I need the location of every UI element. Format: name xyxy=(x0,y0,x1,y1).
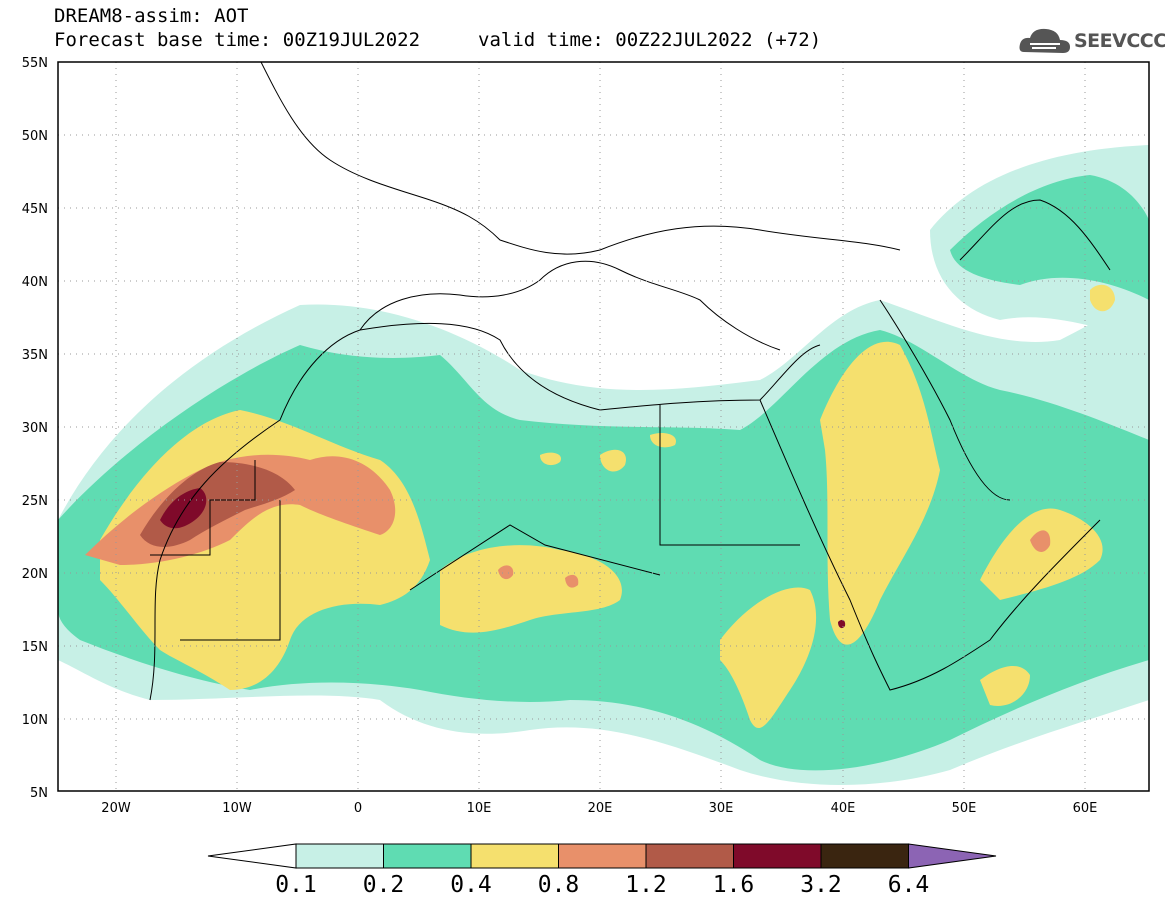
lat-tick-label: 35N xyxy=(22,348,48,363)
lat-tick-label: 50N xyxy=(22,129,48,144)
lat-tick-label: 55N xyxy=(22,56,48,71)
colorbar-label: 1.6 xyxy=(712,872,755,898)
lat-tick-label: 40N xyxy=(22,275,48,290)
colorbar-segment xyxy=(820,843,909,869)
lon-tick-label: 10W xyxy=(222,801,252,816)
lat-tick-label: 25N xyxy=(22,494,48,509)
colorbar-segment xyxy=(908,843,997,869)
lon-tick-label: 50E xyxy=(952,801,977,816)
colorbar-label: 3.2 xyxy=(800,872,842,898)
colorbar-label: 1.2 xyxy=(625,872,667,898)
colorbar-segment xyxy=(558,843,647,869)
lon-tick-label: 40E xyxy=(831,801,856,816)
lon-tick-label: 30E xyxy=(709,801,734,816)
colorbar-segment xyxy=(383,843,472,869)
lon-tick-label: 20E xyxy=(588,801,613,816)
colorbar-segment xyxy=(207,843,297,869)
lon-tick-label: 60E xyxy=(1073,801,1098,816)
lat-tick-label: 30N xyxy=(22,421,48,436)
colorbar-label: 0.4 xyxy=(450,872,492,898)
lat-tick-label: 15N xyxy=(22,640,48,655)
lat-tick-label: 5N xyxy=(30,786,48,801)
lon-tick-label: 0 xyxy=(354,801,362,816)
colorbar-segment xyxy=(470,843,559,869)
base-time-label: Forecast base time: 00Z19JUL2022 xyxy=(54,29,421,51)
colorbar xyxy=(207,843,997,869)
cloud-icon xyxy=(1019,28,1070,53)
colorbar-label: 6.4 xyxy=(887,872,930,898)
lat-tick-label: 20N xyxy=(22,567,48,582)
lon-tick-label: 20W xyxy=(101,801,131,816)
map-title: DREAM8-assim: AOT xyxy=(54,5,249,27)
lon-tick-label: 10E xyxy=(467,801,492,816)
logo-text: SEEVCCC xyxy=(1074,30,1165,52)
colorbar-segment xyxy=(295,843,384,869)
coastlines xyxy=(149,62,1111,701)
map-frame xyxy=(57,61,1150,792)
colorbar-segment xyxy=(645,843,734,869)
colorbar-label: 0.1 xyxy=(275,872,317,898)
colorbar-label: 0.8 xyxy=(537,872,580,898)
lat-tick-label: 10N xyxy=(22,713,48,728)
lat-tick-label: 45N xyxy=(22,202,48,217)
colorbar-segment xyxy=(733,843,822,869)
colorbar-label: 0.2 xyxy=(362,872,405,898)
valid-time-label: valid time: 00Z22JUL2022 (+72) xyxy=(478,29,822,51)
